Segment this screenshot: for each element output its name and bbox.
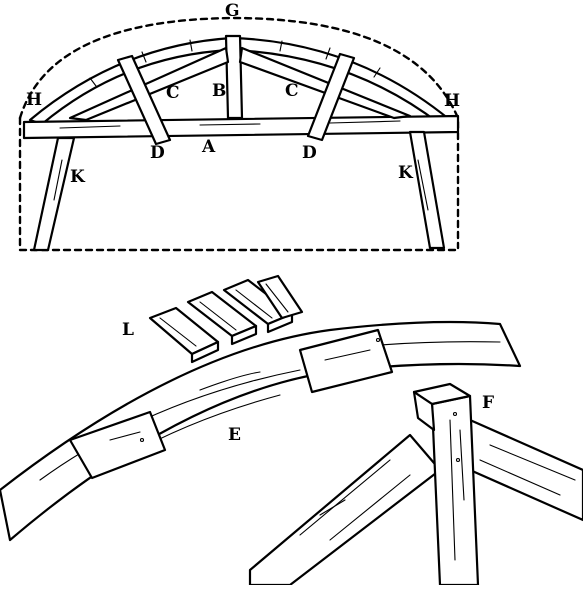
- left-brace: [68, 46, 230, 122]
- label-right-end: H: [444, 91, 460, 111]
- right-brace: [238, 46, 412, 120]
- right-diagonal-beam: [468, 418, 583, 522]
- post-joint: F: [248, 382, 583, 587]
- label-center-post: B: [212, 81, 226, 101]
- label-left-brace: C: [166, 83, 180, 103]
- label-left-end: H: [26, 90, 42, 110]
- left-joint-plate: [68, 410, 167, 480]
- centering-frame: G H H B C C D A D K K: [18, 1, 460, 252]
- left-diagonal-beam: [248, 433, 442, 587]
- curved-rib: E: [0, 320, 522, 542]
- label-post-joint: F: [482, 393, 494, 413]
- tie-beam: [22, 114, 460, 140]
- boards: L: [122, 274, 304, 364]
- dashed-arch-outline: [18, 16, 460, 250]
- label-right-leg: K: [398, 163, 414, 183]
- left-leg: [32, 136, 76, 252]
- label-tie-beam: A: [201, 137, 216, 157]
- board-2: [186, 290, 258, 346]
- center-post: [224, 34, 244, 120]
- label-right-strut: D: [302, 143, 317, 163]
- right-leg: [408, 130, 446, 250]
- left-strut: [116, 54, 172, 146]
- dashed-baseline: [18, 116, 460, 252]
- board-1: [148, 306, 220, 364]
- right-joint-plate: [298, 328, 394, 394]
- right-strut: [306, 52, 356, 142]
- rib-segment-marks: [89, 39, 381, 87]
- label-left-strut: D: [150, 143, 165, 163]
- label-right-brace: C: [285, 81, 299, 101]
- board-4: [256, 274, 304, 320]
- label-rib-joint: E: [228, 425, 241, 445]
- label-left-leg: K: [70, 167, 86, 187]
- label-boards: L: [122, 320, 134, 340]
- label-top-point: G: [225, 1, 240, 21]
